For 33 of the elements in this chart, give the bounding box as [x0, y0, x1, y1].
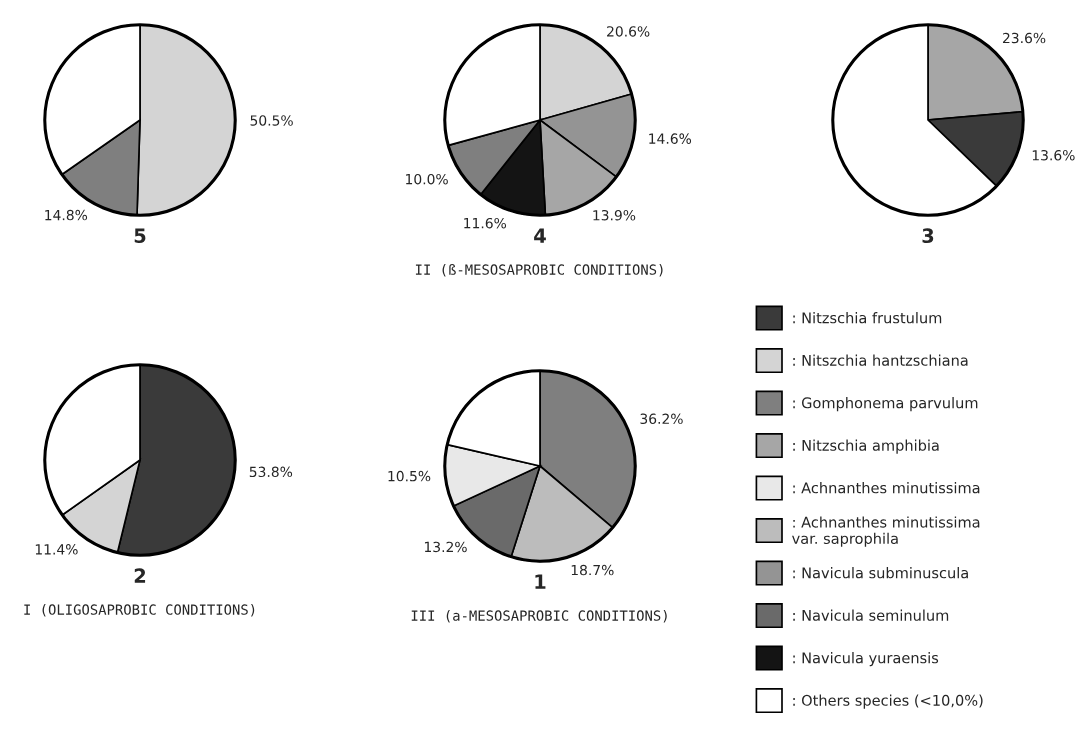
- category-label: : Nitszchia hantzschiana: [793, 354, 968, 366]
- data-label: 10.0%: [406, 173, 448, 185]
- text: II (ß-MESOSAPROBIC CONDITIONS): [415, 264, 663, 277]
- data-label: 18.7%: [571, 564, 614, 576]
- category-label: : Achnanthes minutissima: [793, 482, 980, 494]
- data-label: 11.4%: [35, 544, 78, 555]
- data-label: 36.2%: [640, 413, 683, 425]
- data-label: 50.5%: [250, 115, 293, 126]
- data-label: 53.8%: [249, 466, 293, 478]
- category-label: : Gomphonema parvulum: [793, 397, 978, 412]
- data-label: 14.8%: [45, 209, 88, 221]
- data-label: 20.6%: [607, 26, 650, 37]
- data-label: 23.6%: [1002, 32, 1046, 44]
- data-label: 13.6%: [1032, 149, 1075, 161]
- text: 4: [534, 228, 546, 243]
- data-label: 14.6%: [649, 133, 692, 144]
- data-label: 10.5%: [388, 470, 431, 482]
- data-label: 11.6%: [464, 217, 507, 229]
- text: I (OLIGOSAPROBIC CONDITIONS): [24, 604, 255, 617]
- text: 3: [922, 228, 934, 244]
- text: 5: [134, 228, 146, 244]
- text: III (a-MESOSAPROBIC CONDITIONS): [411, 610, 667, 623]
- data-label: 13.2%: [424, 541, 467, 553]
- category-label: : Navicula yuraensis: [793, 652, 939, 667]
- category-label: : Achnanthes minutissima var. saprophila: [792, 516, 980, 547]
- category-label: : Navicula seminulum: [793, 609, 949, 621]
- text: 2: [134, 568, 146, 583]
- category-label: : Others species (<10,0%): [793, 694, 983, 709]
- category-label: : Navicula subminuscula: [793, 567, 968, 579]
- data-label: 13.9%: [593, 209, 636, 221]
- category-label: : Nitzschia frustulum: [793, 312, 942, 324]
- category-label: : Nitzschia amphibia: [793, 439, 939, 454]
- text: 1: [535, 574, 546, 589]
